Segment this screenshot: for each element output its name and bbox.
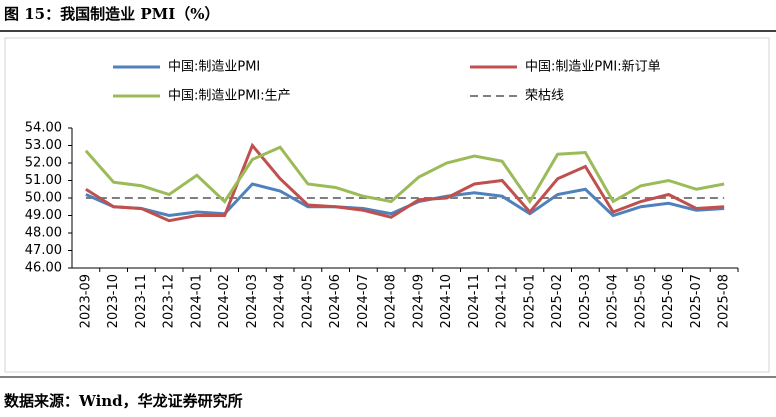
- y-tick-label: 53.00: [25, 138, 62, 153]
- x-tick-label: 2025-06: [661, 274, 676, 328]
- x-tick-label: 2023-11: [134, 274, 149, 328]
- x-tick-label: 2024-02: [217, 274, 232, 328]
- y-tick-label: 51.00: [25, 173, 62, 188]
- x-tick-label: 2023-09: [78, 274, 93, 328]
- x-tick-label: 2024-07: [356, 274, 371, 328]
- y-tick-label: 50.00: [25, 191, 62, 206]
- legend-label: 荣枯线: [525, 89, 564, 104]
- x-tick-label: 2023-10: [106, 274, 121, 328]
- x-tick-label: 2025-08: [717, 274, 732, 328]
- y-tick-label: 48.00: [25, 226, 62, 241]
- y-tick-label: 46.00: [25, 261, 62, 276]
- y-tick-label: 54.00: [25, 121, 62, 136]
- chart-frame: [4, 37, 770, 373]
- x-tick-label: 2025-03: [578, 274, 593, 328]
- x-tick-label: 2024-08: [384, 274, 399, 328]
- y-tick-label: 49.00: [25, 208, 62, 223]
- x-tick-label: 2024-01: [189, 274, 204, 328]
- chart-title: 图 15：我国制造业 PMI（%）: [4, 5, 219, 23]
- x-tick-label: 2024-12: [495, 274, 510, 328]
- legend-label: 中国:制造业PMI:生产: [168, 89, 291, 104]
- x-tick-label: 2024-03: [245, 274, 260, 328]
- source: 数据来源：Wind，华龙证券研究所: [4, 392, 243, 410]
- y-tick-label: 52.00: [25, 156, 62, 171]
- x-tick-label: 2024-09: [411, 274, 426, 328]
- x-tick-label: 2023-12: [162, 274, 177, 328]
- y-tick-label: 47.00: [25, 243, 62, 258]
- x-tick-label: 2024-05: [300, 274, 315, 328]
- series-line: [85, 142, 725, 223]
- x-tick-label: 2024-04: [273, 274, 288, 328]
- series-line: [84, 145, 725, 205]
- x-tick-label: 2025-07: [689, 274, 704, 328]
- legend-label: 中国:制造业PMI:新订单: [525, 59, 661, 75]
- x-tick-label: 2025-05: [633, 274, 648, 328]
- legend-label: 中国:制造业PMI: [168, 60, 260, 75]
- x-tick-label: 2025-01: [522, 274, 537, 328]
- x-tick-label: 2025-02: [550, 274, 565, 328]
- x-tick-label: 2025-04: [606, 274, 621, 328]
- x-tick-label: 2024-11: [467, 274, 482, 328]
- x-tick-label: 2024-06: [328, 274, 343, 328]
- x-tick-label: 2024-10: [439, 274, 454, 328]
